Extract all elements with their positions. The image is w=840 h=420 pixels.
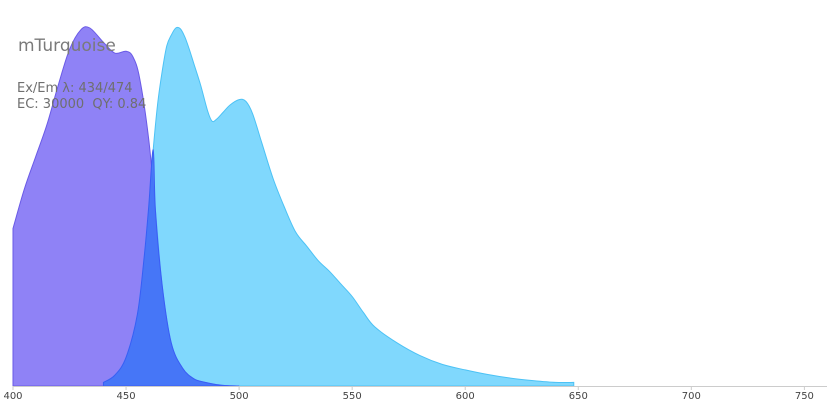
x-tick-label: 750 xyxy=(795,391,814,402)
x-tick-label: 500 xyxy=(230,391,249,402)
x-tick-label: 700 xyxy=(682,391,701,402)
ex-em-info: Ex/Em λ: 434/474 xyxy=(17,81,133,96)
emission-area xyxy=(102,26,575,387)
x-tick-label: 450 xyxy=(117,391,136,402)
x-tick-label: 400 xyxy=(3,391,22,402)
x-tick-label: 650 xyxy=(569,391,588,402)
x-axis-ticks: 400 450 500 550 600 650 700 750 xyxy=(3,386,814,402)
overlap-area xyxy=(102,149,240,387)
ec-qy-info: EC: 30000 QY: 0.84 xyxy=(17,97,147,112)
chart-title: mTurquoise xyxy=(18,36,116,56)
x-tick-label: 550 xyxy=(343,391,362,402)
spectrum-areas xyxy=(12,26,575,387)
x-tick-label: 600 xyxy=(456,391,475,402)
